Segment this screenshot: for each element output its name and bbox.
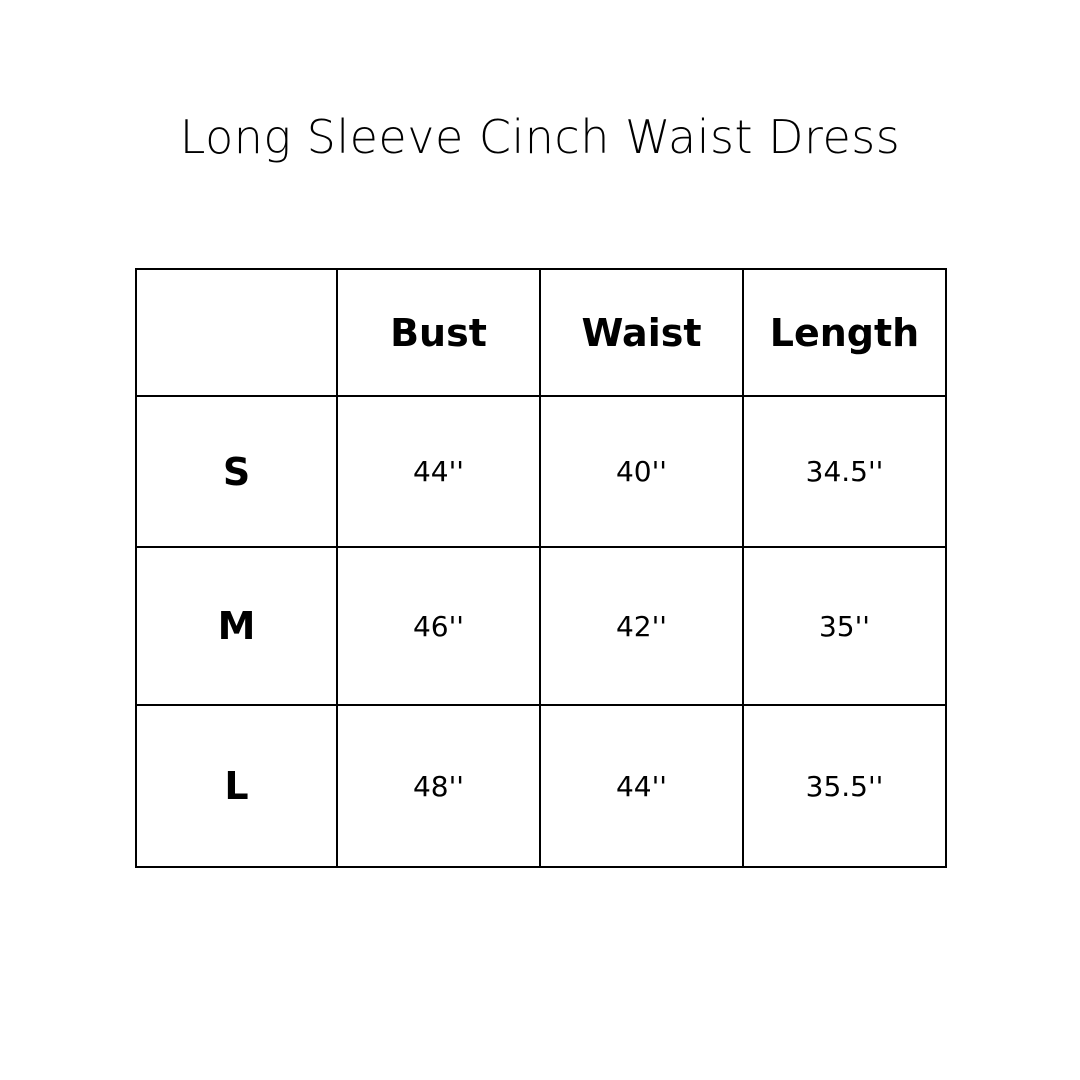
- size-label: L: [135, 704, 338, 868]
- page-title: Long Sleeve Cinch Waist Dress: [179, 110, 901, 164]
- bust-value: 44'': [336, 395, 541, 548]
- table-row: S 44'' 40'' 34.5'': [135, 395, 947, 548]
- header-length: Length: [742, 268, 947, 397]
- table-row: M 46'' 42'' 35'': [135, 546, 947, 706]
- length-value: 34.5'': [742, 395, 947, 548]
- waist-value: 42'': [539, 546, 744, 706]
- table-row: L 48'' 44'' 35.5'': [135, 704, 947, 868]
- bust-value: 46'': [336, 546, 541, 706]
- size-label: S: [135, 395, 338, 548]
- bust-value: 48'': [336, 704, 541, 868]
- header-waist: Waist: [539, 268, 744, 397]
- size-chart-table: Bust Waist Length S 44'' 40'' 34.5'' M 4…: [135, 268, 947, 868]
- waist-value: 40'': [539, 395, 744, 548]
- header-bust: Bust: [336, 268, 541, 397]
- length-value: 35.5'': [742, 704, 947, 868]
- header-row: Bust Waist Length: [135, 268, 947, 397]
- waist-value: 44'': [539, 704, 744, 868]
- header-empty: [135, 268, 338, 397]
- length-value: 35'': [742, 546, 947, 706]
- size-label: M: [135, 546, 338, 706]
